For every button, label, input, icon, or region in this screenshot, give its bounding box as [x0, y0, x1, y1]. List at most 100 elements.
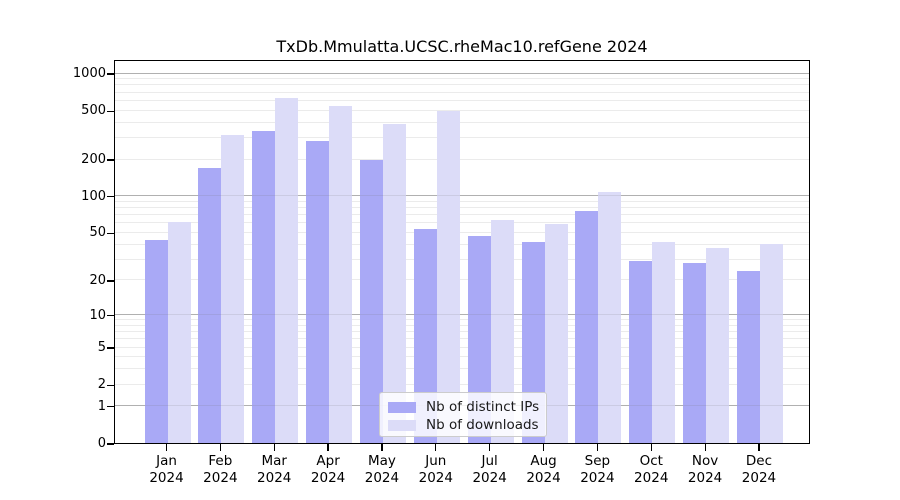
- bar-nb-of-downloads-sep: [598, 192, 622, 443]
- bar-nb-of-distinct-ips-jul: [467, 235, 491, 443]
- bar-nb-of-downloads-apr: [329, 106, 353, 443]
- minor-y-gridline-800: [115, 84, 809, 86]
- x-tick-label-feb: Feb 2024: [203, 453, 238, 486]
- minor-y-gridline-9: [115, 319, 809, 321]
- legend-label-distinct-ips: Nb of distinct IPs: [426, 399, 540, 415]
- minor-y-gridline-7: [115, 331, 809, 333]
- x-tick-label-aug: Aug 2024: [526, 453, 561, 486]
- y-tick-label-50: 50: [89, 225, 106, 241]
- minor-y-gridline-20: [115, 279, 809, 281]
- legend-label-downloads: Nb of downloads: [426, 417, 539, 433]
- x-tick-label-dec: Dec 2024: [741, 453, 777, 486]
- y-tick-mark-5: [107, 347, 114, 349]
- y-tick-mark-2: [107, 384, 114, 386]
- bar-nb-of-distinct-ips-oct: [629, 260, 653, 443]
- bar-nb-of-downloads-dec: [759, 244, 783, 443]
- x-tick-label-nov: Nov 2024: [687, 453, 723, 486]
- x-tick-mark-oct: [650, 444, 652, 451]
- gridlines-layer: [115, 61, 809, 443]
- y-tick-mark-100: [107, 196, 114, 198]
- bar-nb-of-downloads-nov: [706, 248, 730, 443]
- x-tick-label-apr: Apr 2024: [310, 453, 346, 486]
- minor-y-gridline-500: [115, 109, 809, 111]
- bar-nb-of-distinct-ips-dec: [736, 270, 760, 443]
- legend-item-distinct-ips: Nb of distinct IPs: [388, 398, 540, 416]
- bar-nb-of-distinct-ips-mar: [252, 130, 276, 443]
- minor-y-gridline-50: [115, 231, 809, 233]
- x-tick-mark-sep: [596, 444, 598, 451]
- bar-nb-of-downloads-oct: [652, 241, 676, 443]
- y-tick-mark-20: [107, 280, 114, 282]
- bar-nb-of-downloads-aug: [544, 223, 568, 443]
- x-tick-label-oct: Oct 2024: [634, 453, 669, 486]
- major-y-gridline-1000: [115, 72, 809, 74]
- bar-nb-of-distinct-ips-jan: [144, 240, 168, 443]
- x-tick-label-sep: Sep 2024: [580, 453, 615, 486]
- y-tick-label-1000: 1000: [72, 66, 106, 82]
- y-gridline-overlay-100: [115, 195, 809, 197]
- bar-nb-of-downloads-jul: [490, 220, 514, 443]
- minor-y-gridline-700: [115, 91, 809, 93]
- major-y-gridline-100: [115, 195, 809, 197]
- bar-nb-of-distinct-ips-sep: [575, 211, 599, 443]
- y-tick-label-1: 1: [97, 398, 106, 414]
- minor-y-gridline-40: [115, 243, 809, 245]
- x-tick-mark-mar: [273, 444, 275, 451]
- y-tick-mark-10: [107, 314, 114, 317]
- minor-y-gridline-900: [115, 78, 809, 80]
- x-tick-label-jun: Jun 2024: [418, 453, 453, 486]
- x-tick-mark-nov: [704, 444, 706, 451]
- bar-nb-of-distinct-ips-apr: [306, 141, 330, 443]
- major-y-gridline-10: [115, 314, 809, 316]
- y-tick-label-0: 0: [97, 436, 106, 451]
- y-tick-mark-1: [107, 406, 114, 408]
- y-gridline-overlay-1000: [115, 72, 809, 74]
- minor-y-gridline-200: [115, 158, 809, 160]
- chart-title: TxDb.Mmulatta.UCSC.rheMac10.refGene 2024: [276, 37, 648, 56]
- legend-item-downloads: Nb of downloads: [388, 416, 539, 434]
- y-tick-mark-1000: [107, 73, 114, 75]
- bar-nb-of-downloads-jan: [167, 222, 191, 443]
- bar-nb-of-distinct-ips-nov: [683, 262, 707, 443]
- y-tick-label-5: 5: [97, 340, 106, 356]
- y-tick-mark-500: [107, 110, 114, 112]
- bars-layer: [115, 61, 809, 443]
- y-tick-label-2: 2: [97, 377, 106, 393]
- minor-y-gridline-5: [115, 346, 809, 348]
- minor-y-gridline-2: [115, 383, 809, 385]
- y-tick-label-20: 20: [89, 272, 106, 288]
- x-tick-label-jan: Jan 2024: [149, 453, 184, 486]
- minor-y-gridline-80: [115, 207, 809, 209]
- y-tick-label-10: 10: [89, 307, 106, 323]
- x-tick-label-may: May 2024: [364, 453, 400, 486]
- minor-y-gridline-400: [115, 121, 809, 123]
- x-tick-mark-feb: [219, 444, 221, 451]
- legend-swatch-downloads: [388, 419, 416, 431]
- bar-nb-of-distinct-ips-jun: [413, 229, 437, 443]
- minor-y-gridline-3: [115, 368, 809, 370]
- minor-y-gridline-4: [115, 356, 809, 358]
- x-tick-mark-dec: [758, 444, 760, 451]
- y-tick-mark-0: [107, 443, 114, 445]
- x-tick-label-jul: Jul 2024: [472, 453, 507, 486]
- minor-y-gridline-60: [115, 222, 809, 224]
- plot-area: Nb of distinct IPs Nb of downloads: [114, 60, 810, 444]
- x-tick-mark-aug: [542, 444, 545, 451]
- bar-nb-of-downloads-feb: [221, 134, 245, 443]
- x-tick-mark-jan: [165, 444, 168, 451]
- minor-y-gridline-600: [115, 99, 809, 101]
- bar-nb-of-distinct-ips-feb: [198, 168, 222, 443]
- minor-y-gridline-8: [115, 324, 809, 326]
- minor-y-gridline-300: [115, 136, 809, 138]
- legend: Nb of distinct IPs Nb of downloads: [379, 392, 547, 437]
- bar-nb-of-downloads-jun: [436, 111, 460, 443]
- grid-overlay-layer: [115, 61, 809, 443]
- x-tick-mark-apr: [327, 444, 329, 451]
- minor-y-gridline-30: [115, 258, 809, 260]
- bar-nb-of-distinct-ips-may: [359, 160, 383, 443]
- bar-nb-of-downloads-mar: [275, 98, 299, 443]
- bar-nb-of-downloads-may: [382, 124, 406, 443]
- y-tick-mark-200: [107, 159, 114, 161]
- minor-y-gridline-70: [115, 214, 809, 216]
- y-tick-label-100: 100: [81, 188, 106, 204]
